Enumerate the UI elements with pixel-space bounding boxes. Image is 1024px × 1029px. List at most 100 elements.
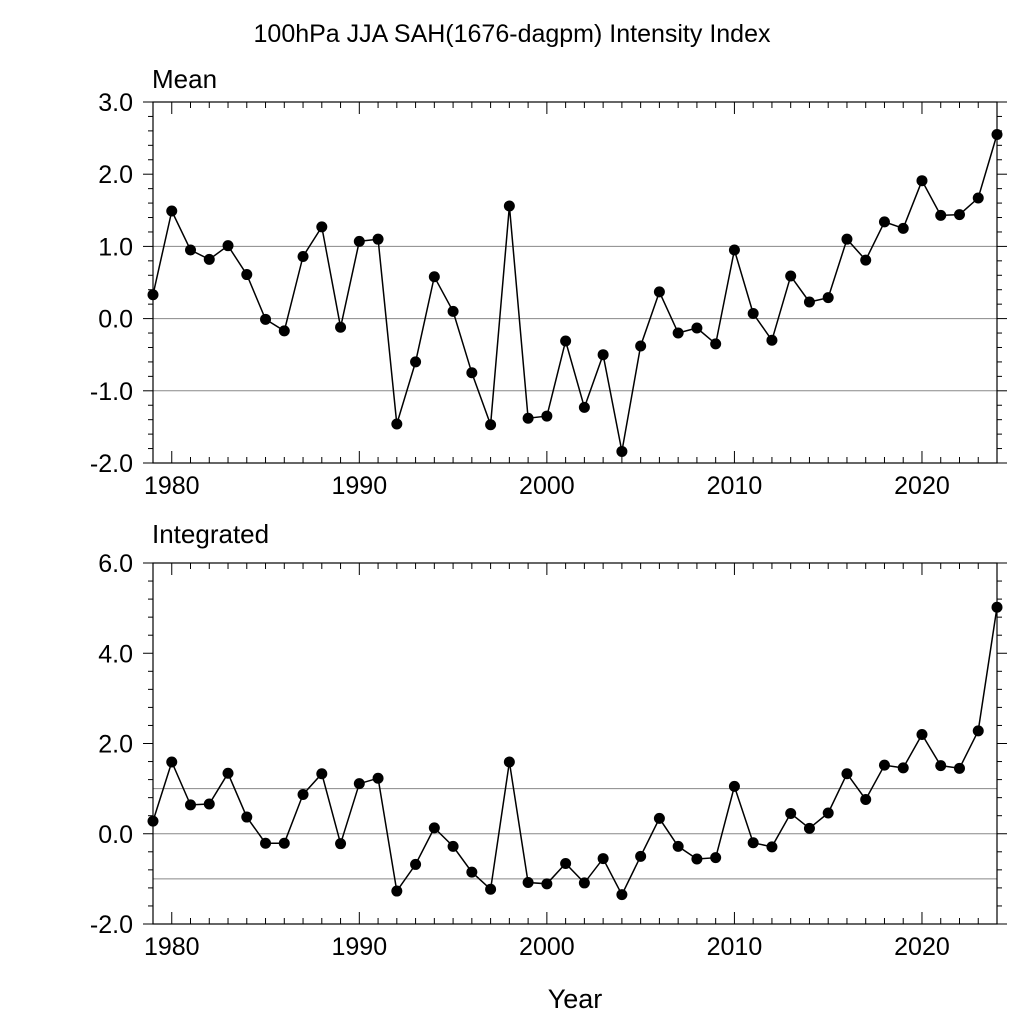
data-point <box>147 289 159 301</box>
series-line <box>152 607 998 897</box>
data-point <box>860 793 872 805</box>
data-point <box>822 807 834 819</box>
panel-mean: Mean 1980 1990 2000 2010 2020 -2.0 -1.0 0.0 1.0 2… <box>90 64 1007 500</box>
chart-title: 100hPa JJA SAH(1676-dagpm) Intensity Ind… <box>254 20 771 48</box>
y-tick-label: 2.0 <box>98 731 133 759</box>
data-point <box>766 841 778 853</box>
data-point <box>747 308 759 320</box>
data-point <box>353 778 365 790</box>
data-point <box>785 270 797 282</box>
data-point <box>860 254 872 266</box>
plot-frame <box>152 562 998 925</box>
x-tick-label: 1980 <box>144 472 200 500</box>
y-tick-label: -2.0 <box>90 450 133 478</box>
x-tick-label: 2010 <box>707 472 763 500</box>
data-point <box>991 128 1003 140</box>
data-point <box>222 767 234 779</box>
data-point <box>203 798 215 810</box>
data-point <box>878 759 890 771</box>
x-tick-label: 2020 <box>894 933 950 961</box>
data-point <box>785 807 797 819</box>
y-tick-label: 1.0 <box>98 233 133 261</box>
data-point <box>541 878 553 890</box>
data-point <box>316 221 328 233</box>
data-point <box>710 338 722 350</box>
data-point <box>635 340 647 352</box>
data-point <box>597 853 609 865</box>
data-point <box>316 768 328 780</box>
data-point <box>203 253 215 265</box>
data-point <box>335 321 347 333</box>
data-point <box>428 822 440 834</box>
data-point <box>897 222 909 234</box>
data-point <box>428 271 440 283</box>
data-point <box>635 850 647 862</box>
data-point <box>372 233 384 245</box>
y-tick-label: -1.0 <box>90 378 133 406</box>
data-point <box>897 762 909 774</box>
data-point <box>278 837 290 849</box>
data-point <box>653 812 665 824</box>
data-point <box>916 175 928 187</box>
data-point <box>822 292 834 304</box>
data-point <box>410 356 422 368</box>
y-tick-label: 2.0 <box>98 161 133 189</box>
data-point <box>578 877 590 889</box>
data-point <box>278 325 290 337</box>
data-point <box>410 858 422 870</box>
data-point <box>597 349 609 361</box>
y-tick-label: 6.0 <box>98 550 133 578</box>
data-point <box>147 815 159 827</box>
data-point <box>241 811 253 823</box>
x-tick-label: 1990 <box>331 933 387 961</box>
x-tick-label: 1990 <box>331 472 387 500</box>
data-point <box>991 601 1003 613</box>
data-point <box>222 240 234 252</box>
data-point <box>728 244 740 256</box>
data-point <box>260 313 272 325</box>
data-point <box>297 251 309 263</box>
data-point <box>503 200 515 212</box>
data-point <box>935 209 947 221</box>
panel-integrated: Integrated Year 1980 1990 2000 2010 2020 -2.0… <box>90 519 1007 1014</box>
data-point <box>503 756 515 768</box>
x-tick-label: 2020 <box>894 472 950 500</box>
data-point <box>691 322 703 334</box>
data-point <box>972 192 984 204</box>
y-tick-label: 0.0 <box>98 821 133 849</box>
data-point <box>691 853 703 865</box>
data-point <box>935 760 947 772</box>
data-point <box>297 788 309 800</box>
data-point <box>466 367 478 379</box>
data-point <box>747 837 759 849</box>
data-point <box>841 233 853 245</box>
data-point <box>916 728 928 740</box>
data-point <box>728 780 740 792</box>
data-point <box>560 335 572 347</box>
data-point <box>485 883 497 895</box>
data-point <box>466 866 478 878</box>
data-point <box>653 286 665 298</box>
data-point <box>616 445 628 457</box>
data-point <box>803 296 815 308</box>
x-tick-label: 2000 <box>519 472 575 500</box>
data-point <box>185 244 197 256</box>
data-point <box>447 840 459 852</box>
data-point <box>766 334 778 346</box>
y-tick-label: -2.0 <box>90 911 133 939</box>
y-tick-label: 3.0 <box>98 89 133 117</box>
data-point <box>672 840 684 852</box>
data-point <box>710 852 722 864</box>
data-point <box>260 837 272 849</box>
data-point <box>578 401 590 413</box>
data-point <box>972 725 984 737</box>
data-point <box>672 327 684 339</box>
data-point <box>447 305 459 317</box>
panel-label-mean: Mean <box>152 64 217 94</box>
data-point <box>335 838 347 850</box>
plot-frame <box>152 101 998 464</box>
data-point <box>353 235 365 247</box>
data-point <box>616 889 628 901</box>
data-point <box>803 822 815 834</box>
